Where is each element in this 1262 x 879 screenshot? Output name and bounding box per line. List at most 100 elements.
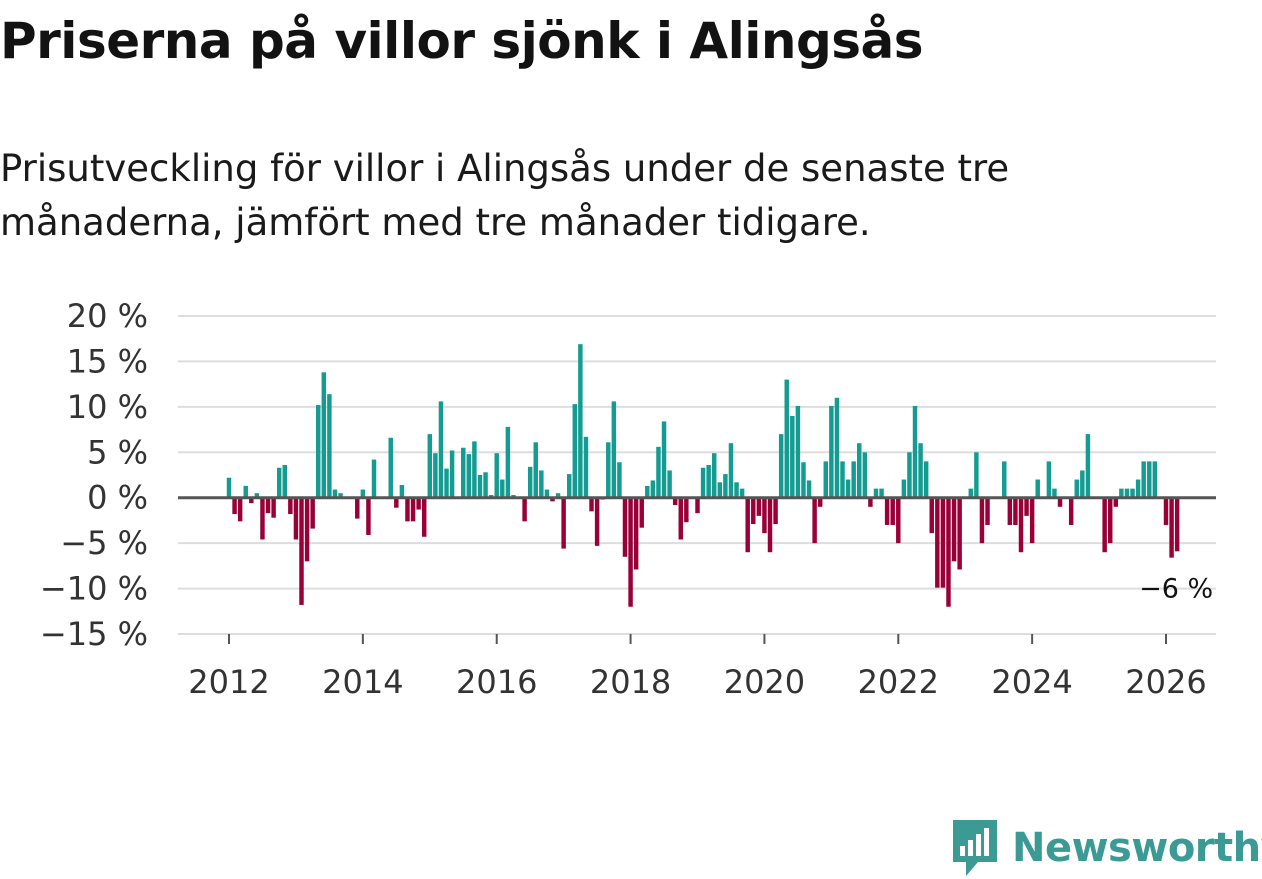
- bar: [606, 442, 611, 498]
- x-tick-label: 2016: [456, 663, 537, 701]
- x-tick-label: 2012: [188, 663, 269, 701]
- chart-title: Priserna på villor sjönk i Alingsås: [0, 12, 924, 70]
- bar: [745, 497, 750, 553]
- bar: [935, 497, 940, 588]
- bar: [332, 489, 338, 498]
- bar: [394, 497, 399, 508]
- bar: [645, 485, 650, 498]
- bar: [232, 497, 237, 515]
- bar: [578, 344, 583, 498]
- bar: [494, 453, 499, 498]
- bar: [817, 497, 823, 507]
- bar: [1124, 488, 1130, 498]
- bar: [427, 434, 433, 498]
- bar: [1057, 497, 1063, 507]
- logo-text: Newsworthy: [1012, 825, 1262, 871]
- y-tick-label: −5 %: [60, 524, 148, 562]
- y-tick-label: −10 %: [40, 570, 148, 608]
- bar: [539, 470, 544, 498]
- bar: [1024, 497, 1029, 516]
- bar: [672, 497, 678, 505]
- x-tick-label: 2026: [1125, 663, 1206, 701]
- bar: [1135, 479, 1141, 498]
- bar: [717, 482, 723, 498]
- bar: [1018, 497, 1024, 553]
- bar: [873, 488, 879, 498]
- bar: [857, 443, 862, 498]
- bar: [778, 434, 784, 498]
- bar: [1068, 497, 1074, 525]
- bar: [366, 497, 371, 535]
- newsworthy-logo: Newsworthy: [950, 818, 1262, 878]
- bar: [522, 497, 527, 522]
- bar: [723, 474, 728, 498]
- bar: [884, 497, 890, 525]
- bar: [438, 401, 444, 498]
- bar: [472, 441, 477, 498]
- bar: [1169, 497, 1174, 558]
- bar: [734, 482, 739, 498]
- newsworthy-logo-icon: [953, 820, 997, 876]
- bar: [399, 484, 405, 498]
- bar: [946, 497, 951, 607]
- x-tick-label: 2018: [590, 663, 671, 701]
- bar: [840, 461, 845, 498]
- bar: [589, 497, 594, 512]
- bar: [243, 485, 248, 498]
- bar: [611, 401, 617, 498]
- x-tick-label: 2020: [724, 663, 805, 701]
- bar: [288, 497, 293, 515]
- x-tick-label: 2014: [322, 663, 403, 701]
- bar: [695, 497, 700, 514]
- bar: [712, 453, 717, 498]
- bar: [293, 497, 299, 540]
- bar: [449, 450, 455, 498]
- bar: [444, 468, 449, 498]
- bar: [896, 497, 901, 544]
- bar: [310, 497, 315, 529]
- y-tick-label: 15 %: [67, 342, 148, 380]
- bar: [706, 465, 711, 498]
- last-value-label: −6 %: [1139, 573, 1213, 604]
- bar: [907, 452, 912, 498]
- bar: [421, 497, 427, 537]
- bar: [360, 489, 366, 498]
- bar: [756, 497, 762, 516]
- bar: [1174, 497, 1180, 552]
- bar: [416, 497, 421, 510]
- bar: [316, 405, 321, 498]
- bar: [483, 472, 488, 498]
- bar: [1080, 470, 1085, 498]
- bar: [767, 497, 773, 553]
- bar: [812, 497, 817, 544]
- bar: [974, 452, 979, 498]
- bar: [751, 497, 756, 525]
- bar: [1002, 461, 1007, 498]
- bar: [544, 489, 550, 498]
- bar: [940, 497, 946, 588]
- bar: [1046, 461, 1052, 498]
- bar: [656, 446, 661, 498]
- bar: [1052, 488, 1057, 498]
- bar: [633, 497, 639, 570]
- bar: [650, 480, 656, 498]
- bar: [1119, 488, 1124, 498]
- bar: [566, 474, 572, 498]
- bar: [739, 488, 745, 498]
- bar: [1074, 479, 1079, 498]
- bar: [957, 497, 962, 570]
- bar: [461, 447, 466, 498]
- bar: [700, 467, 706, 498]
- bar: [338, 493, 343, 498]
- bar: [572, 404, 578, 498]
- bar: [583, 436, 589, 498]
- bar: [555, 493, 561, 498]
- bar: [505, 426, 511, 498]
- bar: [327, 394, 332, 498]
- bar: [862, 452, 868, 498]
- bar: [276, 467, 282, 498]
- bar: [254, 493, 260, 498]
- bar: [762, 497, 767, 534]
- bar: [1113, 497, 1119, 507]
- bar: [500, 479, 505, 498]
